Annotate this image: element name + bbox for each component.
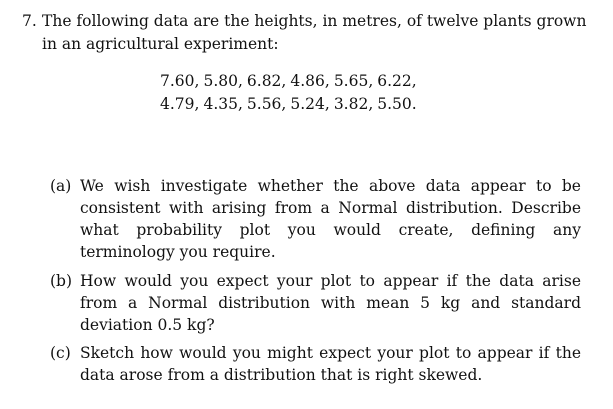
question-intro: 7. The following data are the heights, in… [22, 10, 597, 56]
part-a-text: We wish investigate whether the above da… [80, 177, 581, 261]
data-value: 4.79, [160, 95, 200, 113]
part-c-text: Sketch how would you might expect your p… [80, 344, 581, 384]
data-value: 5.24, [290, 95, 330, 113]
data-value: 4.35, [203, 95, 243, 113]
part-b-label: (b) [50, 272, 73, 290]
part-b: (b) How would you expect your plot to ap… [50, 270, 581, 336]
part-a-label: (a) [50, 177, 72, 195]
data-value: 3.82, [333, 95, 374, 113]
part-b-text: How would you expect your plot to appear… [80, 272, 581, 334]
data-value: 7.60, [160, 72, 200, 90]
data-value: 5.65, [333, 72, 374, 90]
data-row: 4.79, 4.35, 5.56, 5.24, 3.82, 5.50. [160, 93, 421, 116]
data-value: 5.80, [203, 72, 243, 90]
data-value: 5.56, [246, 95, 287, 113]
part-a: (a) We wish investigate whether the abov… [50, 175, 581, 263]
question-number: 7. [22, 12, 37, 30]
question-intro-line2: in an agricultural experiment: [42, 35, 279, 53]
plant-heights-table: 7.60, 5.80, 6.82, 4.86, 5.65, 6.22, 4.79… [160, 70, 421, 116]
data-value: 4.86, [290, 72, 330, 90]
part-c: (c) Sketch how would you might expect yo… [50, 342, 581, 386]
data-row: 7.60, 5.80, 6.82, 4.86, 5.65, 6.22, [160, 70, 421, 93]
data-value: 6.22, [377, 72, 417, 90]
data-value: 6.82, [246, 72, 287, 90]
question-intro-line1: The following data are the heights, in m… [42, 12, 587, 30]
part-c-label: (c) [50, 344, 71, 362]
data-value: 5.50. [377, 95, 417, 113]
